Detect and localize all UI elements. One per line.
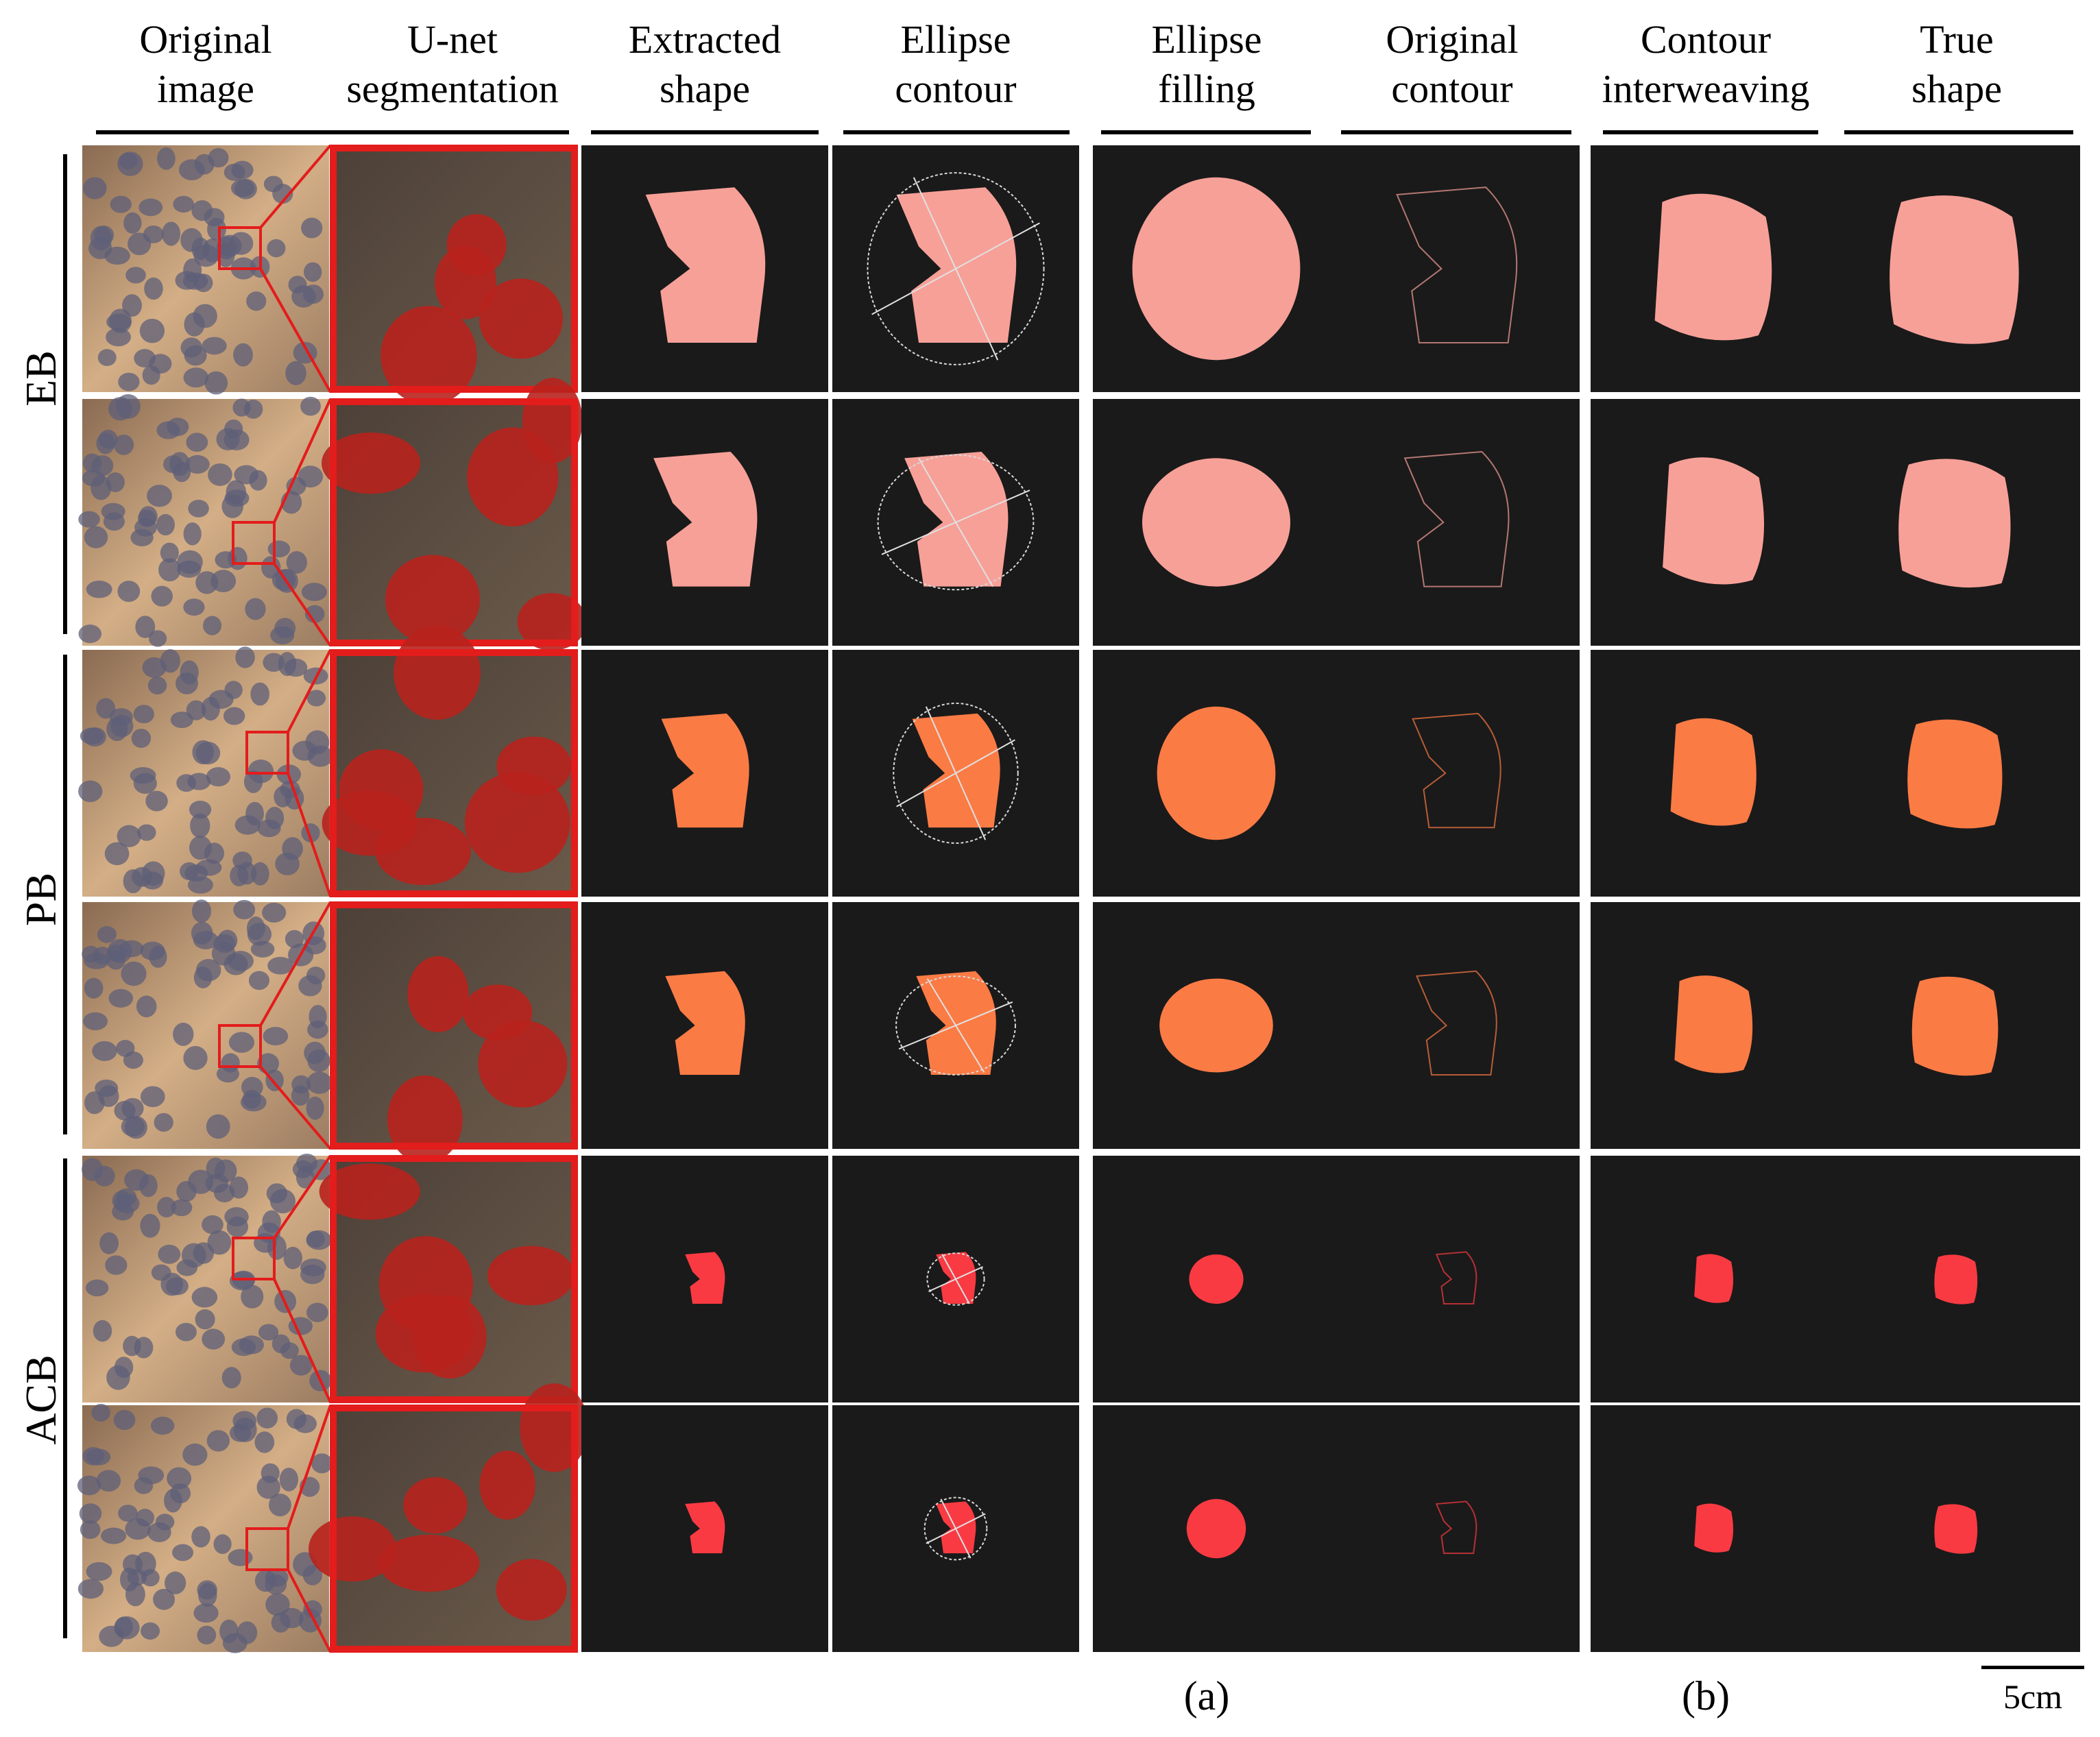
true-shape-3 [1907,719,2003,829]
unet-frame-5 [330,1155,578,1403]
fitted-ellipse-2 [877,454,1035,591]
header-ellipse-filling: Ellipse filling [1151,17,1262,111]
fitted-ellipse-5 [926,1252,985,1306]
ellipse-contour-shape-1 [896,187,1017,343]
fitted-ellipse-6 [924,1496,988,1561]
unet-frame-6 [330,1405,578,1653]
group-bracket-acb [63,1158,67,1638]
header-unet-segmentation: U-net segmentation [346,17,559,111]
header-rule-ellipse-contour [843,130,1070,134]
unet-frame-4 [330,901,578,1150]
zoom-box-6 [245,1527,289,1571]
contour-interweaving-1 [1654,193,1772,341]
scale-bar [1981,1666,2084,1669]
original-contour-1 [1396,186,1518,343]
extracted-shape-4 [665,971,745,1075]
true-shape-6 [1934,1504,1978,1554]
header-original-image: Original image [139,17,272,111]
ellipse-contour-shape-3 [912,713,1000,828]
zoom-box-5 [232,1237,276,1280]
unet-frame-3 [330,649,578,897]
panel-5-5 [1333,1156,1580,1402]
ellipse-filling-4 [1159,978,1273,1073]
zoom-box-1 [218,226,262,270]
unet-frame-1 [330,145,578,393]
zoom-box-2 [232,521,276,565]
zoom-box-3 [245,731,289,775]
contour-interweaving-3 [1670,718,1757,826]
ellipse-filling-2 [1142,458,1290,587]
extracted-shape-1 [645,187,766,343]
header-rule-original-unet [96,130,569,134]
true-shape-4 [1911,976,1999,1076]
figure-grid [77,144,2080,1653]
ellipse-contour-shape-5 [936,1252,976,1304]
contour-interweaving-5 [1694,1254,1734,1303]
extracted-shape-3 [661,713,749,828]
header-rule-original-contour [1341,130,1571,134]
header-original-contour: Original contour [1386,17,1519,111]
true-shape-2 [1898,459,2011,588]
extracted-shape-6 [685,1501,725,1553]
zoom-box-4 [218,1024,262,1068]
header-rule-true-shape [1844,130,2073,134]
ellipse-filling-3 [1157,706,1276,840]
ellipse-filling-5 [1189,1254,1244,1304]
panel-5-3 [1333,650,1580,897]
panel-5-6 [1333,1405,1580,1652]
original-contour-4 [1415,970,1497,1076]
original-contour-3 [1412,712,1501,829]
original-contour-6 [1435,1501,1477,1554]
header-rule-ellipse-filling [1101,130,1311,134]
header-true-shape: True shape [1911,17,2003,111]
extracted-shape-5 [685,1252,725,1304]
contour-interweaving-4 [1674,975,1753,1073]
extracted-shape-2 [653,452,758,587]
panel-5-1 [1333,145,1580,392]
ellipse-filling-1 [1132,177,1301,361]
caption-b: (b) [1682,1673,1730,1718]
panel-5-4 [1333,902,1580,1149]
header-ellipse-contour: Ellipse contour [895,17,1017,111]
header-rule-extracted [591,130,819,134]
original-contour-2 [1403,451,1510,587]
group-bracket-eb [63,154,67,634]
scale-bar-label: 5cm [2003,1677,2063,1716]
header-extracted-shape: Extracted shape [628,17,782,111]
ellipse-filling-6 [1186,1498,1246,1559]
ellipse-contour-shape-6 [936,1501,976,1553]
original-contour-5 [1435,1251,1477,1304]
ellipse-contour-shape-2 [904,452,1009,587]
caption-a: (a) [1183,1673,1230,1718]
header-contour-interweaving: Contour interweaving [1602,17,1810,111]
fitted-ellipse-3 [893,702,1019,845]
ellipse-contour-shape-4 [916,971,996,1075]
header-rule-contour-interweaving [1603,130,1818,134]
fitted-ellipse-1 [867,172,1045,365]
contour-interweaving-6 [1694,1503,1734,1553]
true-shape-5 [1934,1254,1978,1304]
true-shape-1 [1890,195,2019,344]
panel-5-2 [1333,399,1580,646]
group-bracket-pb [63,655,67,1134]
contour-interweaving-2 [1663,457,1765,585]
fitted-ellipse-4 [895,975,1016,1076]
